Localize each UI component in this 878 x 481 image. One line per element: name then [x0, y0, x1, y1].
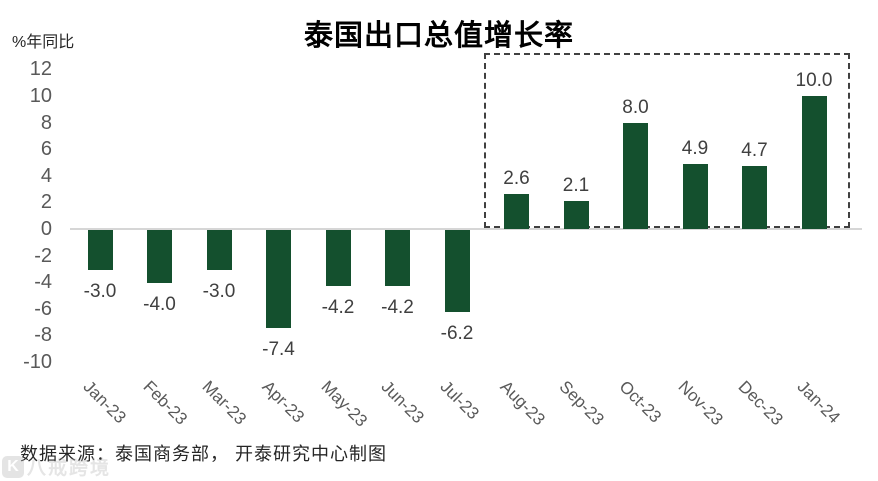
x-axis-tick-label-dec-23: Dec-23 [734, 377, 787, 430]
source-note: 数据来源：泰国商务部， 开泰研究中心制图 [20, 444, 387, 464]
x-axis-tick-label-sep-23: Sep-23 [555, 377, 608, 430]
bar-jan-24 [801, 96, 827, 229]
y-axis-tick-label: 10 [29, 85, 52, 107]
x-axis-zero-line [70, 228, 862, 230]
bar-may-23 [325, 230, 351, 286]
data-label-sep-23: 2.1 [562, 175, 590, 197]
data-label-jul-23: -6.2 [440, 323, 474, 345]
bar-sep-23 [563, 201, 589, 229]
y-axis-tick-label: 4 [40, 164, 52, 187]
y-axis-tick-label: -4 [34, 271, 52, 294]
y-axis-tick-label: -2 [34, 244, 52, 267]
bar-dec-23 [742, 166, 767, 229]
data-label-jan-24: 10.0 [795, 70, 833, 91]
x-axis-tick-label-feb-23: Feb-23 [139, 377, 191, 429]
data-label-jun-23: -4.2 [381, 296, 414, 318]
x-axis-tick-label-apr-23: Apr-23 [258, 377, 308, 427]
data-label-aug-23: 2.6 [503, 168, 530, 190]
highlight-dashed-box [483, 53, 850, 228]
x-axis-tick-label-may-23: May-23 [317, 377, 372, 431]
bar-feb-23 [147, 230, 172, 284]
x-axis-tick-label-jan-23: Jan-23 [79, 377, 130, 428]
bar-jul-23 [444, 230, 470, 313]
data-label-dec-23: 4.7 [741, 140, 768, 162]
y-axis-tick-label: 12 [29, 58, 52, 81]
x-axis-tick-label-jan-24: Jan-24 [793, 377, 844, 428]
data-label-feb-23: -4.0 [143, 294, 176, 316]
y-axis-tick-label: 6 [40, 138, 52, 161]
bar-nov-23 [682, 163, 708, 229]
bar-mar-23 [206, 230, 232, 270]
chart-title: 泰国出口总值增长率 [303, 20, 574, 52]
x-axis-tick-label-oct-23: Oct-23 [615, 377, 665, 427]
x-axis-tick-label-nov-23: Nov-23 [674, 377, 727, 430]
x-axis-tick-label-jul-23: Jul-23 [436, 377, 483, 424]
data-label-nov-23: 4.9 [681, 137, 709, 159]
data-label-mar-23: -3.0 [202, 280, 236, 302]
bar-jan-23 [87, 230, 113, 270]
data-label-apr-23: -7.4 [262, 339, 295, 361]
bar-aug-23 [504, 194, 529, 229]
data-label-oct-23: 8.0 [622, 96, 649, 118]
x-axis-tick-label-mar-23: Mar-23 [198, 377, 251, 429]
bar-oct-23 [623, 122, 648, 229]
y-axis-tick-label: 8 [40, 111, 52, 134]
x-axis-tick-label-jun-23: Jun-23 [377, 377, 428, 428]
y-axis-tick-label: -10 [23, 351, 52, 373]
data-label-may-23: -4.2 [321, 296, 355, 318]
y-axis-tick-label: 0 [40, 218, 52, 240]
y-axis-tick-label: -6 [34, 297, 52, 320]
data-label-jan-23: -3.0 [83, 280, 117, 302]
y-axis-tick-label: -8 [34, 324, 52, 347]
x-axis-tick-label-aug-23: Aug-23 [496, 377, 549, 430]
y-axis-tick-label: 2 [40, 191, 52, 214]
bar-jun-23 [385, 230, 410, 286]
bar-apr-23 [266, 230, 291, 329]
y-axis-unit-label: %年同比 [12, 34, 75, 51]
